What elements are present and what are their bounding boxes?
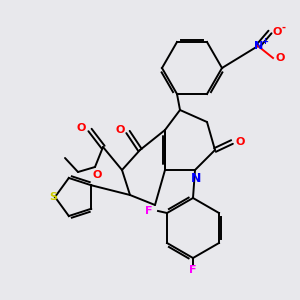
Text: O: O [275, 53, 285, 63]
Text: O: O [92, 170, 102, 180]
Text: N: N [254, 41, 264, 51]
Text: F: F [145, 206, 153, 216]
Text: O: O [115, 125, 125, 135]
Text: O: O [235, 137, 245, 147]
Text: S: S [49, 192, 57, 202]
Text: O: O [272, 27, 282, 37]
Text: -: - [282, 23, 286, 33]
Text: +: + [262, 37, 268, 46]
Text: F: F [189, 265, 197, 275]
Text: N: N [191, 172, 201, 184]
Text: O: O [76, 123, 86, 133]
